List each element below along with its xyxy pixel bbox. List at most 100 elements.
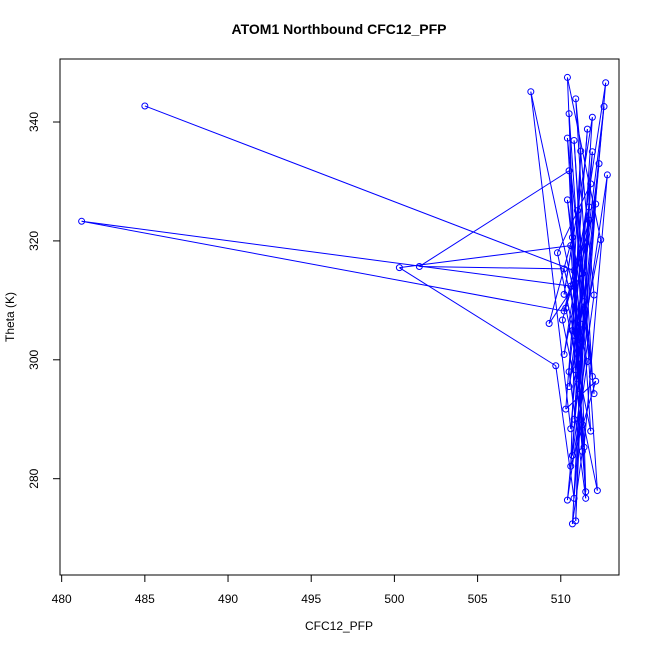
data-point xyxy=(567,425,575,433)
data-point xyxy=(582,488,590,496)
x-axis-label: CFC12_PFP xyxy=(305,619,373,633)
data-point xyxy=(593,487,601,495)
y-tick-label: 300 xyxy=(27,349,41,369)
series-line-segment xyxy=(81,220,571,287)
data-point xyxy=(395,264,403,272)
series-line-segment xyxy=(576,174,608,379)
data-point xyxy=(578,447,586,455)
data-point xyxy=(592,377,600,385)
data-point xyxy=(563,73,571,81)
series-line-segment xyxy=(575,207,590,521)
data-point xyxy=(563,496,571,504)
data-point xyxy=(141,102,149,110)
data-point xyxy=(573,375,581,383)
data-point xyxy=(567,282,575,290)
data-point xyxy=(572,332,580,340)
data-point xyxy=(565,368,573,376)
series-line-segment xyxy=(571,237,587,499)
y-axis-label: Theta (K) xyxy=(3,292,17,342)
y-axis: 280 300 320 340 xyxy=(27,112,60,489)
series-line-segment xyxy=(530,91,572,429)
data-point xyxy=(570,267,578,275)
data-point xyxy=(583,358,591,366)
data-point xyxy=(573,207,581,215)
chart-title: ATOM1 Northbound CFC12_PFP xyxy=(232,21,447,37)
x-tick-label: 490 xyxy=(218,592,238,606)
data-point xyxy=(575,390,583,398)
data-point xyxy=(565,110,573,118)
series-line-segment xyxy=(566,163,600,501)
data-point xyxy=(582,494,590,502)
data-point xyxy=(578,270,586,278)
data-point xyxy=(588,372,596,380)
series-line-segment xyxy=(568,371,587,499)
data-point xyxy=(587,180,595,188)
data-point xyxy=(572,95,580,103)
data-point xyxy=(580,443,588,451)
data-point xyxy=(577,320,585,328)
y-tick-label: 340 xyxy=(27,112,41,132)
series-line-segment xyxy=(399,245,571,269)
data-point xyxy=(545,320,553,328)
y-tick-label: 280 xyxy=(27,468,41,488)
data-point xyxy=(560,307,568,315)
data-point xyxy=(560,265,568,273)
series-line-segment xyxy=(144,105,575,272)
data-point xyxy=(570,415,578,423)
x-tick-label: 505 xyxy=(468,592,488,606)
data-point xyxy=(562,405,570,413)
data-point xyxy=(565,167,573,175)
data-point xyxy=(78,217,86,225)
data-point xyxy=(602,79,610,87)
series-layer xyxy=(78,73,611,528)
data-point xyxy=(572,517,580,525)
data-point xyxy=(595,160,603,168)
series-line-segment xyxy=(583,174,608,448)
series-line-segment xyxy=(419,170,570,267)
data-point xyxy=(553,249,561,257)
data-point xyxy=(577,147,585,155)
data-point xyxy=(590,291,598,299)
data-point xyxy=(588,148,596,156)
data-point xyxy=(582,239,590,247)
x-tick-label: 510 xyxy=(551,592,571,606)
series-line-segment xyxy=(548,237,573,324)
data-point xyxy=(597,236,605,244)
series-line-segment xyxy=(399,267,557,367)
data-point xyxy=(575,355,583,363)
x-tick-label: 485 xyxy=(135,592,155,606)
series-line-segment xyxy=(575,344,582,521)
data-point xyxy=(583,125,591,133)
data-point xyxy=(577,340,585,348)
data-point xyxy=(580,298,588,306)
plot-frame xyxy=(59,58,620,576)
data-point xyxy=(563,196,571,204)
data-point xyxy=(592,200,600,208)
data-point xyxy=(572,366,580,374)
series-line-segment xyxy=(419,265,565,270)
series-line-segment xyxy=(573,151,593,420)
data-point xyxy=(568,233,576,241)
data-point xyxy=(585,203,593,211)
series-line-segment xyxy=(548,273,583,324)
x-tick-label: 495 xyxy=(301,592,321,606)
data-point xyxy=(587,427,595,435)
series-line-segment xyxy=(81,220,565,312)
x-tick-label: 480 xyxy=(52,592,72,606)
x-tick-label: 500 xyxy=(384,592,404,606)
data-point xyxy=(568,452,576,460)
data-point xyxy=(563,134,571,142)
data-point xyxy=(588,113,596,121)
data-point xyxy=(565,383,573,391)
data-point xyxy=(560,290,568,298)
data-point xyxy=(567,242,575,250)
y-tick-label: 320 xyxy=(27,231,41,251)
data-point xyxy=(590,390,598,398)
data-point xyxy=(560,350,568,358)
data-point xyxy=(552,362,560,370)
data-point xyxy=(568,327,576,335)
data-point xyxy=(603,171,611,179)
data-point xyxy=(578,421,586,429)
